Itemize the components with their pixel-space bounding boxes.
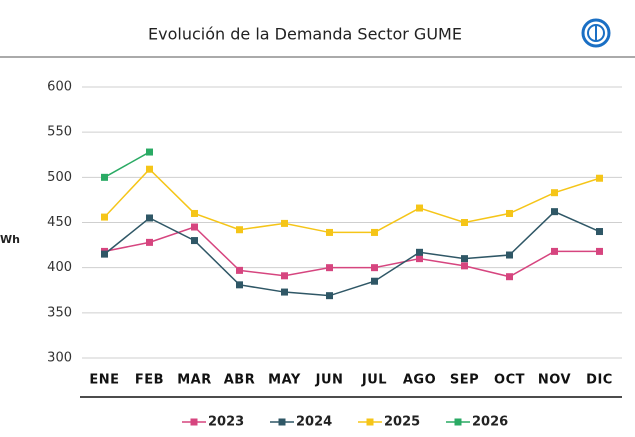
- point: [326, 228, 333, 236]
- point: [326, 292, 333, 300]
- legend-marker: [278, 418, 286, 426]
- point: [371, 264, 378, 272]
- x-tick-label: ENE: [89, 373, 119, 388]
- point: [596, 247, 603, 255]
- point: [461, 219, 468, 226]
- point: [461, 262, 468, 270]
- point: [101, 173, 108, 181]
- y-tick-label: 400: [47, 260, 72, 275]
- legend-marker: [366, 418, 374, 426]
- point: [281, 272, 288, 280]
- point: [596, 228, 603, 236]
- y-tick-label: 300: [47, 351, 72, 366]
- logo: [581, 18, 611, 48]
- point: [506, 209, 513, 217]
- point: [236, 226, 243, 234]
- point: [146, 148, 153, 156]
- x-tick-label: JUL: [361, 373, 387, 388]
- point: [326, 264, 333, 272]
- x-tick-label: FEB: [135, 373, 164, 388]
- point: [281, 288, 288, 296]
- x-tick-label: AGO: [403, 373, 436, 388]
- y-axis-label: Wh: [0, 233, 20, 246]
- point: [551, 208, 558, 216]
- point: [371, 228, 378, 236]
- chart-title: Evolución de la Demanda Sector GUME: [148, 25, 462, 44]
- series-line: [104, 226, 600, 278]
- point: [461, 255, 468, 263]
- point: [236, 281, 243, 289]
- y-tick-label: 450: [47, 215, 72, 230]
- point: [551, 189, 558, 197]
- x-tick-label: DIC: [586, 373, 613, 388]
- point: [416, 204, 423, 212]
- legend-marker: [454, 418, 462, 426]
- y-tick-label: 500: [47, 170, 72, 185]
- x-tick-label: NOV: [538, 373, 571, 388]
- x-tick-label: MAR: [177, 373, 212, 388]
- point: [146, 165, 153, 173]
- legend-label: 2026: [472, 415, 508, 430]
- x-tick-label: MAY: [268, 373, 301, 388]
- point: [236, 266, 243, 274]
- point: [596, 174, 603, 182]
- x-tick-label: JUN: [315, 373, 344, 388]
- y-tick-label: 350: [47, 305, 72, 320]
- legend-label: 2023: [208, 415, 244, 430]
- point: [191, 209, 198, 217]
- y-tick-label: 550: [47, 125, 72, 140]
- point: [101, 213, 108, 221]
- point: [281, 219, 288, 227]
- point: [191, 223, 198, 231]
- x-tick-label: OCT: [494, 373, 525, 388]
- y-tick-label: 600: [47, 80, 72, 95]
- series-line: [103, 168, 600, 234]
- legend-label: 2025: [384, 415, 420, 430]
- x-tick-label: SEP: [450, 373, 479, 388]
- point: [416, 255, 423, 263]
- point: [191, 237, 198, 245]
- x-tick-label: ABR: [224, 373, 255, 388]
- point: [146, 238, 153, 246]
- point: [506, 251, 513, 259]
- point: [101, 250, 108, 258]
- legend-marker: [190, 418, 198, 426]
- point: [371, 277, 378, 285]
- point: [506, 273, 513, 281]
- point: [416, 248, 423, 256]
- series-line: [104, 210, 600, 297]
- legend-label: 2024: [296, 415, 332, 430]
- point: [551, 247, 558, 255]
- series-line: [104, 151, 150, 178]
- point: [146, 214, 153, 222]
